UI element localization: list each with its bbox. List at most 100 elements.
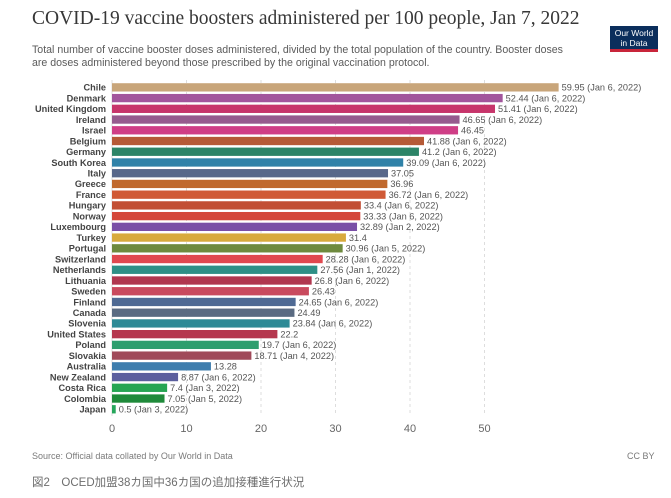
value-label: 28.28 (Jan 6, 2022)	[326, 254, 406, 264]
value-label: 26.43	[312, 287, 335, 297]
bar	[112, 265, 318, 274]
source-note: Source: Official data collated by Our Wo…	[32, 451, 233, 461]
bar	[112, 340, 259, 350]
country-label: Slovenia	[68, 319, 107, 329]
value-label: 7.05 (Jan 5, 2022)	[168, 394, 243, 404]
country-label: Costa Rica	[59, 383, 107, 393]
value-label: 33.33 (Jan 6, 2022)	[363, 211, 443, 221]
value-label: 36.72 (Jan 6, 2022)	[389, 190, 469, 200]
bar	[112, 372, 179, 382]
bar	[112, 115, 460, 124]
value-label: 33.4 (Jan 6, 2022)	[364, 201, 439, 211]
bar	[112, 190, 386, 199]
value-label: 19.7 (Jan 6, 2022)	[262, 340, 337, 350]
value-label: 46.45	[461, 126, 484, 136]
bar	[112, 244, 343, 253]
value-label: 24.49	[297, 308, 320, 318]
bar	[112, 179, 388, 189]
country-label: Turkey	[77, 233, 107, 243]
owid-logo[interactable]: Our World in Data	[610, 26, 658, 52]
country-label: Belgium	[70, 136, 106, 146]
bar	[112, 308, 295, 317]
value-label: 13.28	[214, 362, 237, 372]
country-label: Ireland	[76, 115, 106, 125]
figure-caption: 図2 OCED加盟38カ国中36カ国の追加接種進行状況	[32, 477, 305, 489]
value-label: 24.65 (Jan 6, 2022)	[299, 297, 379, 307]
country-label: Greece	[75, 179, 106, 189]
country-label: Norway	[73, 211, 107, 221]
logo-line-1: Our World	[614, 28, 654, 38]
subtitle-line-1: Total number of vaccine booster doses ad…	[32, 44, 563, 56]
bar	[112, 362, 211, 371]
country-label: Denmark	[67, 93, 107, 103]
bar	[112, 126, 459, 135]
bar	[112, 394, 165, 403]
bar	[112, 201, 361, 210]
country-label: Israel	[82, 126, 106, 136]
value-label: 30.96 (Jan 5, 2022)	[346, 244, 426, 254]
country-label: Japan	[79, 405, 106, 415]
value-label: 23.84 (Jan 6, 2022)	[293, 319, 373, 329]
x-tick-label: 50	[478, 423, 490, 435]
bar	[112, 83, 559, 92]
country-label: United States	[47, 329, 106, 339]
country-label: South Korea	[51, 158, 107, 168]
bar	[112, 233, 346, 242]
value-label: 8.87 (Jan 6, 2022)	[181, 372, 256, 382]
value-label: 37.05	[391, 169, 414, 179]
bar	[112, 211, 361, 221]
bar	[112, 405, 116, 414]
x-tick-label: 30	[329, 423, 341, 435]
country-label: Finland	[73, 297, 106, 307]
value-label: 18.71 (Jan 4, 2022)	[254, 351, 334, 361]
country-label: Sweden	[71, 287, 106, 297]
country-label: Hungary	[69, 201, 107, 211]
bar	[112, 147, 419, 156]
bar	[112, 104, 496, 113]
value-label: 59.95 (Jan 6, 2022)	[562, 83, 642, 93]
x-tick-label: 40	[404, 423, 416, 435]
value-label: 32.89 (Jan 2, 2022)	[360, 222, 440, 232]
bar	[112, 383, 168, 392]
bar	[112, 330, 278, 339]
country-label: Colombia	[64, 394, 107, 404]
bar	[112, 351, 252, 360]
x-tick-label: 10	[180, 423, 192, 435]
chart-subtitle: Total number of vaccine booster doses ad…	[32, 44, 587, 69]
bar	[112, 158, 404, 167]
value-label: 39.09 (Jan 6, 2022)	[406, 158, 486, 168]
value-label: 41.2 (Jan 6, 2022)	[422, 147, 497, 157]
country-label: Italy	[88, 169, 107, 179]
logo-line-2: in Data	[620, 38, 648, 48]
country-label: Switzerland	[55, 254, 106, 264]
country-label: Luxembourg	[50, 222, 106, 232]
country-label: Chile	[84, 83, 106, 93]
country-label: Germany	[66, 147, 107, 157]
country-label: Slovakia	[69, 351, 107, 361]
value-label: 51.41 (Jan 6, 2022)	[498, 104, 578, 114]
value-label: 31.4	[349, 233, 367, 243]
value-label: 0.5 (Jan 3, 2022)	[119, 405, 188, 415]
x-tick-label: 0	[109, 423, 115, 435]
bar	[112, 254, 323, 264]
license-label[interactable]: CC BY	[627, 451, 655, 461]
value-label: 41.88 (Jan 6, 2022)	[427, 136, 507, 146]
subtitle-line-2: are doses administered beyond those pres…	[32, 56, 430, 69]
value-label: 46.65 (Jan 6, 2022)	[463, 115, 543, 125]
bar	[112, 136, 425, 146]
chart-title: COVID-19 vaccine boosters administered p…	[32, 8, 580, 29]
x-tick-label: 20	[255, 423, 267, 435]
bar	[112, 319, 290, 328]
value-label: 26.8 (Jan 6, 2022)	[315, 276, 390, 286]
value-label: 27.56 (Jan 1, 2022)	[320, 265, 400, 275]
bar	[112, 287, 309, 296]
country-label: Portugal	[69, 244, 106, 254]
bar	[112, 169, 389, 178]
country-label: New Zealand	[50, 372, 106, 382]
country-label: France	[76, 190, 106, 200]
country-label: Netherlands	[53, 265, 106, 275]
bar	[112, 297, 296, 307]
value-label: 7.4 (Jan 3, 2022)	[170, 383, 239, 393]
bar	[112, 276, 312, 285]
